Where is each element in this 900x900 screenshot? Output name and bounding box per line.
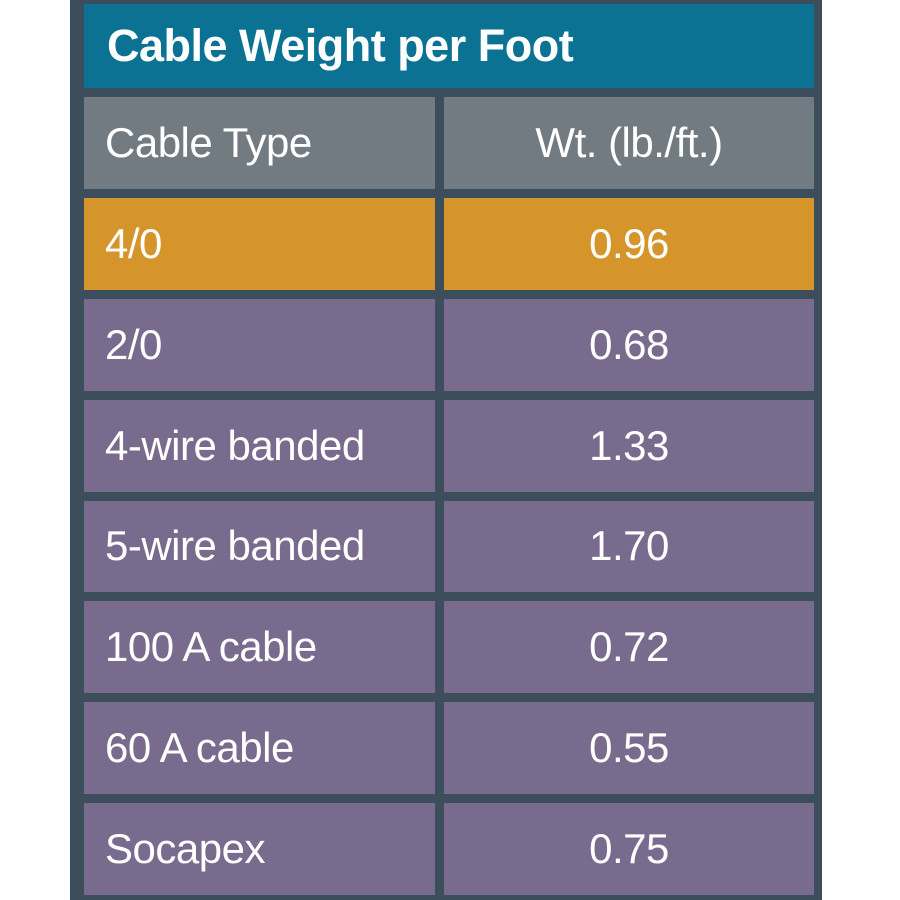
cell-weight: 0.55 — [444, 702, 814, 795]
cell-cable-type: 60 A cable — [84, 702, 435, 795]
cell-cable-type: 4-wire banded — [84, 399, 435, 492]
cable-weight-table: Cable Weight per Foot Cable Type Wt. (lb… — [70, 0, 822, 900]
table-title: Cable Weight per Foot — [107, 20, 574, 71]
cell-cable-type: 4/0 — [84, 197, 435, 290]
cell-weight: 0.68 — [444, 298, 814, 391]
cell-cable-type: 5-wire banded — [84, 500, 435, 593]
cell-weight: 0.96 — [444, 197, 814, 290]
table-title-bar: Cable Weight per Foot — [84, 4, 814, 88]
cell-cable-type: 2/0 — [84, 298, 435, 391]
cell-weight: 0.72 — [444, 601, 814, 694]
cell-cable-type: Socapex — [84, 803, 435, 895]
cell-weight: 1.33 — [444, 399, 814, 492]
table-row: 4-wire banded 1.33 — [84, 399, 814, 492]
table-row: 4/0 0.96 — [84, 197, 814, 290]
table-row: 100 A cable 0.72 — [84, 601, 814, 694]
cell-weight: 1.70 — [444, 500, 814, 593]
table-row: 2/0 0.68 — [84, 298, 814, 391]
table-row: Socapex 0.75 — [84, 803, 814, 895]
table-row: 60 A cable 0.55 — [84, 702, 814, 795]
header-cell-weight: Wt. (lb./ft.) — [444, 97, 814, 189]
cell-weight: 0.75 — [444, 803, 814, 895]
cell-cable-type: 100 A cable — [84, 601, 435, 694]
header-cell-cable-type: Cable Type — [84, 97, 435, 189]
table-row: 5-wire banded 1.70 — [84, 500, 814, 593]
header-row: Cable Type Wt. (lb./ft.) — [84, 97, 814, 189]
